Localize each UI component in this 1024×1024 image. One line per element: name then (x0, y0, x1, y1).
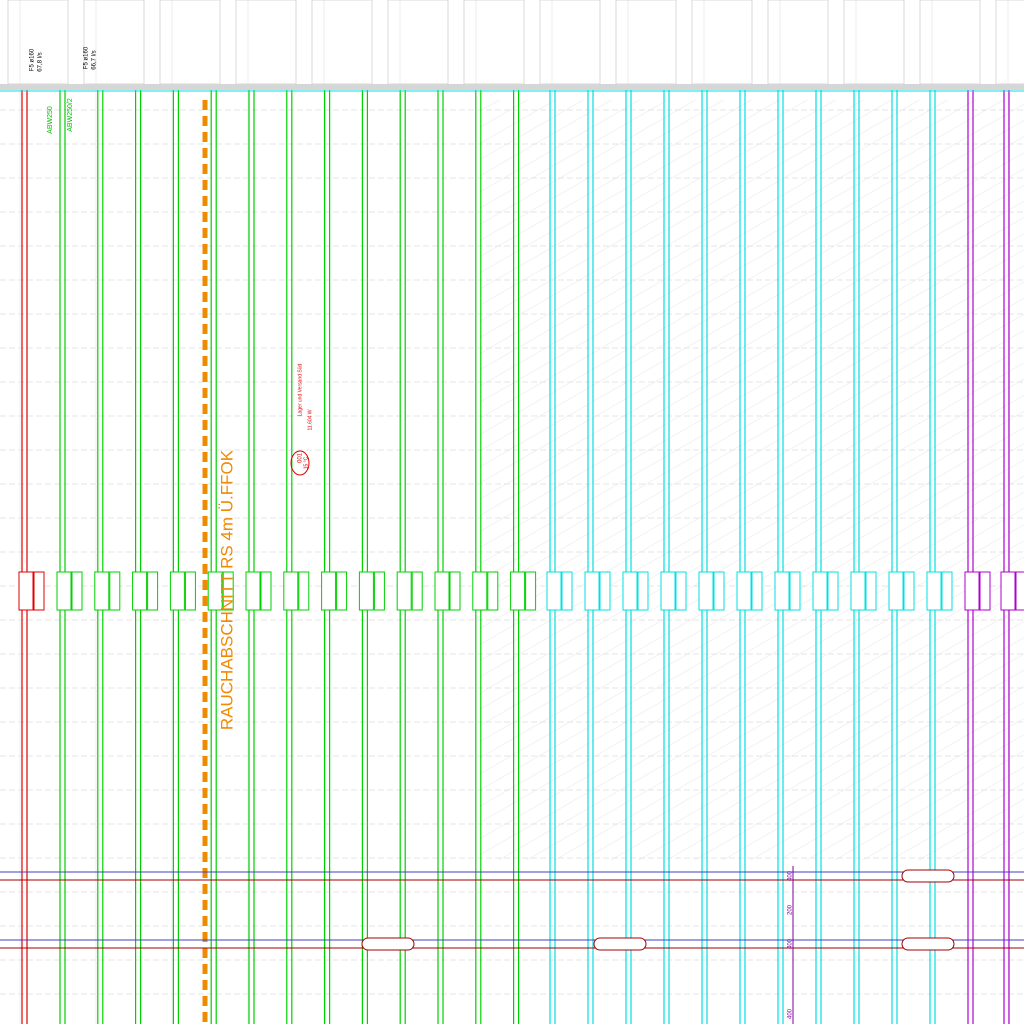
outlet-box (169, 571, 185, 611)
outlet-box (1000, 571, 1016, 611)
zone-label: RAUCHABSCHNITT RS 4m Ü.FFOK (217, 449, 236, 730)
outlet-box (675, 571, 687, 611)
outlet-box (525, 571, 537, 611)
outlet-box (184, 571, 196, 611)
outlet-box (207, 571, 223, 611)
outlet-box (260, 571, 272, 611)
outlet-box (660, 571, 676, 611)
dimension: 400 (788, 938, 794, 949)
outlet-box (850, 571, 866, 611)
outlet-box (713, 571, 725, 611)
outlet-box (396, 571, 412, 611)
outlet-box (599, 571, 611, 611)
outlet-box (698, 571, 714, 611)
outlet-box (789, 571, 801, 611)
outlet-box (411, 571, 423, 611)
outlet-box (888, 571, 904, 611)
outlet-box (56, 571, 72, 611)
outlet-box (472, 571, 488, 611)
header-band (0, 84, 1024, 90)
outlet-box (222, 571, 234, 611)
outlet-box (926, 571, 942, 611)
dimension: 400 (788, 870, 794, 881)
outlet-box (336, 571, 348, 611)
outlet-box (827, 571, 839, 611)
outlet-box (964, 571, 980, 611)
outlet-box (245, 571, 261, 611)
outlet-box (774, 571, 790, 611)
outlet-box (449, 571, 461, 611)
outlet-box (546, 571, 562, 611)
outlet-box (487, 571, 499, 611)
outlet-duct: F5 ø160 (84, 46, 90, 69)
dimension: 200 (788, 904, 794, 915)
outlet-box (109, 571, 121, 611)
room-load: 11.604 W (307, 409, 313, 430)
duct-tag (361, 937, 415, 951)
room-number: 001 (298, 452, 304, 463)
outlet-box (321, 571, 337, 611)
outlet-duct: F5 ø160 (30, 48, 36, 71)
outlet-box (637, 571, 649, 611)
outlet-box (751, 571, 763, 611)
outlet-box (979, 571, 991, 611)
room-name: Lager und Versand Süd (297, 364, 303, 417)
outlet-box (94, 571, 110, 611)
outlet-flow: 66,7 l/s (92, 50, 98, 69)
outlet-tag: ABW250 (47, 106, 54, 134)
duct-tag (593, 937, 647, 951)
outlet-box (147, 571, 159, 611)
hatch-area (480, 100, 1024, 860)
outlet-box (561, 571, 573, 611)
outlet-box (903, 571, 915, 611)
labels: RAUCHABSCHNITT RS 4m Ü.FFOK 001 15 °C La… (30, 46, 794, 1019)
outlet-box (941, 571, 953, 611)
header-box (995, 0, 1024, 85)
outlet-box (865, 571, 877, 611)
outlet-flow: 67,8 l/s (38, 52, 44, 71)
duct-tag (901, 869, 955, 883)
duct-tag (901, 937, 955, 951)
outlet-box (510, 571, 526, 611)
outlet-box (812, 571, 828, 611)
dimension: 400 (788, 1008, 794, 1019)
outlet-box (373, 571, 385, 611)
outlet-tag: ABW250/2 (67, 98, 74, 132)
room-tag (290, 450, 310, 476)
outlet-box (18, 571, 34, 611)
outlet-box (622, 571, 638, 611)
ducts (0, 90, 1024, 1024)
outlet-box (1015, 571, 1024, 611)
outlet-box (283, 571, 299, 611)
outlet-box (132, 571, 148, 611)
outlet-box (584, 571, 600, 611)
outlet-box (358, 571, 374, 611)
outlet-box (736, 571, 752, 611)
outlet-box (71, 571, 83, 611)
outlet-box (434, 571, 450, 611)
room-temp: 15 °C (303, 456, 309, 469)
outlet-box (33, 571, 45, 611)
outlet-box (298, 571, 310, 611)
